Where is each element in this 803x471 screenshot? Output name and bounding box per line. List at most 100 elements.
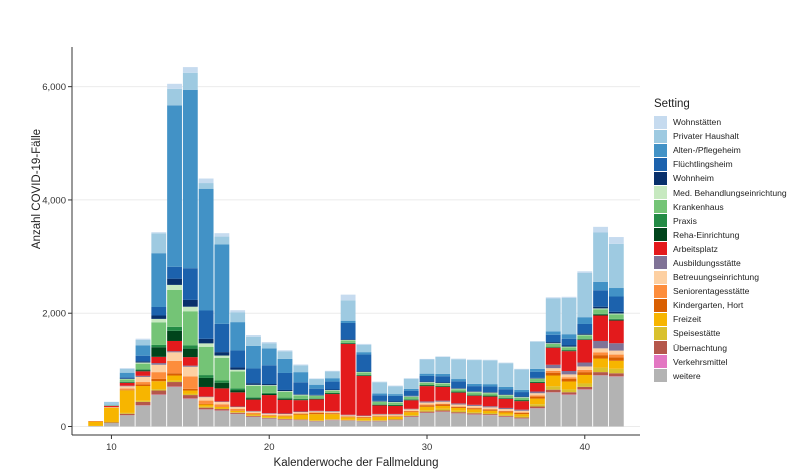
- bar-segment: [498, 411, 514, 413]
- legend-swatch: [654, 228, 667, 242]
- bar-segment: [451, 358, 466, 360]
- legend-label: Wohnheim: [673, 173, 714, 184]
- bar-segment: [577, 389, 593, 427]
- bar-segment: [403, 396, 419, 400]
- bar-segment: [561, 381, 577, 390]
- bar-segment: [293, 372, 309, 383]
- legend-items: Wohnstätten Privater Haushalt Alten-/Pfleg…: [654, 115, 787, 383]
- bar-segment: [545, 347, 561, 348]
- legend-item: Ausbildungsstätte: [654, 256, 787, 270]
- bar-segment: [435, 383, 451, 384]
- bar-segment: [545, 298, 561, 332]
- bar-segment: [435, 376, 451, 383]
- bar-segment: [498, 416, 514, 427]
- bar-segment: [198, 407, 214, 410]
- legend-item: Verkehrsmittel: [654, 355, 787, 369]
- bar-segment: [309, 378, 324, 380]
- bar-segment: [356, 372, 372, 375]
- bar-segment: [545, 334, 561, 343]
- bar-segment: [198, 183, 214, 189]
- bar-segment: [261, 413, 277, 415]
- bar-segment: [403, 408, 419, 410]
- bar-segment: [324, 411, 340, 412]
- bar-segment: [324, 371, 340, 379]
- bar-segment: [261, 384, 277, 386]
- bar-segment: [388, 401, 403, 403]
- bar-segment: [372, 420, 388, 422]
- bar-segment: [530, 341, 545, 342]
- legend-label: Krankenhaus: [673, 201, 724, 212]
- bar-segment: [466, 408, 482, 410]
- bar-segment: [167, 284, 182, 290]
- bar-segment: [372, 400, 388, 402]
- bar-segment: [419, 382, 435, 383]
- legend-swatch: [654, 312, 667, 326]
- bar-segment: [593, 306, 608, 309]
- bar-segment: [372, 401, 388, 403]
- bar-segment: [514, 368, 530, 370]
- bar-segment: [435, 356, 451, 357]
- bar-segment: [608, 350, 624, 355]
- bar-segment: [261, 365, 277, 385]
- legend-title: Setting: [654, 98, 690, 110]
- bar-segment: [451, 412, 466, 414]
- bar-segment: [466, 412, 482, 414]
- bar-segment: [577, 366, 593, 370]
- bar-segment: [119, 379, 135, 382]
- bar-segment: [545, 372, 561, 376]
- bar-segment: [293, 365, 309, 373]
- bar-segment: [514, 410, 530, 413]
- bar-segment: [356, 416, 372, 417]
- legend-swatch: [654, 270, 667, 284]
- bar-segment: [246, 415, 261, 417]
- bar-segment: [498, 398, 514, 408]
- bar-segment: [388, 405, 403, 406]
- bar-segment: [530, 368, 545, 372]
- bar-segment: [119, 378, 135, 380]
- bar-segment: [277, 358, 293, 373]
- bar-segment: [466, 395, 482, 405]
- bar-segment: [545, 297, 561, 299]
- legend-label: Freizeit: [673, 314, 702, 325]
- bar-segment: [151, 344, 167, 348]
- bar-segment: [340, 415, 356, 417]
- bar-segment: [466, 395, 482, 396]
- bar-segment: [324, 412, 340, 414]
- bar-segment: [435, 382, 451, 384]
- bar-segment: [435, 405, 451, 409]
- legend-item: Kindergarten, Hort: [654, 298, 787, 312]
- bar-segment: [151, 389, 167, 391]
- bar-segment: [498, 410, 514, 412]
- bar-segment: [372, 420, 388, 421]
- bar-segment: [135, 401, 151, 406]
- bar-segment: [545, 343, 561, 347]
- bar-segment: [403, 416, 419, 427]
- bar-segment: [182, 345, 198, 349]
- bar-segment: [466, 405, 482, 408]
- bar-segment: [498, 407, 514, 410]
- bar-segment: [372, 382, 388, 394]
- legend-item: Seniorentagesstätte: [654, 284, 787, 298]
- bar-segment: [482, 415, 498, 427]
- bar-segment: [388, 402, 403, 403]
- bar-segment: [593, 226, 608, 233]
- bar-segment: [119, 382, 135, 383]
- bar-segment: [403, 410, 419, 412]
- bar-segment: [435, 373, 451, 377]
- bar-segment: [372, 381, 388, 383]
- bar-segment: [561, 347, 577, 351]
- legend-label: Privater Haushalt: [673, 131, 739, 142]
- bar-segment: [514, 392, 530, 397]
- bar-segment: [230, 407, 246, 409]
- bar-segment: [435, 386, 451, 401]
- bar-segment: [466, 360, 482, 384]
- bar-segment: [293, 420, 309, 427]
- bar-segment: [214, 355, 230, 358]
- bar-segment: [135, 405, 151, 427]
- bar-segment: [403, 396, 419, 397]
- bar-segment: [608, 320, 624, 344]
- legend-item: Flüchtlingsheim: [654, 157, 787, 171]
- bar-segment: [293, 394, 309, 396]
- bar-segment: [482, 393, 498, 396]
- bar-segment: [214, 408, 230, 410]
